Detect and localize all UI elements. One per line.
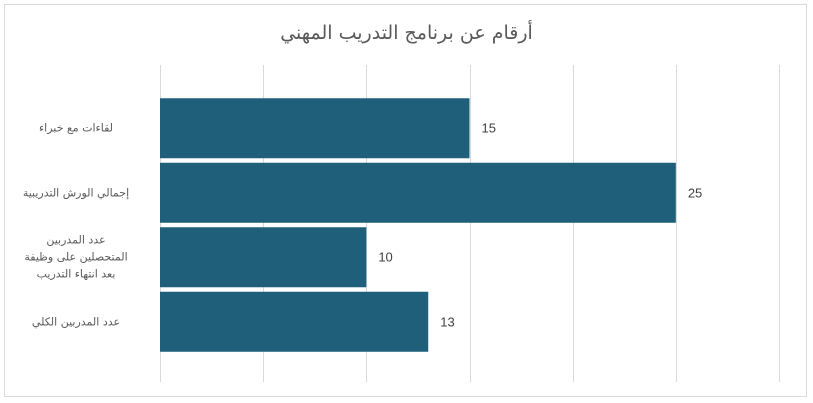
category-label-line: إجمالي الورش التدريبية bbox=[22, 186, 130, 200]
chart-title: أرقام عن برنامج التدريب المهني bbox=[280, 22, 533, 44]
category-label: عدد المدربين المتحصلين على وظيفة بعد انتها… bbox=[6, 232, 146, 283]
category-label-line: عدد المدربين الكلي bbox=[31, 315, 121, 329]
category-label: لقاءات مع خبراء bbox=[6, 120, 146, 137]
category-label-line: بعد انتهاء التدريب bbox=[36, 267, 116, 281]
data-label: 13 bbox=[440, 314, 455, 330]
category-label: عدد المدربين الكلي bbox=[6, 313, 146, 330]
data-label: 10 bbox=[378, 249, 393, 265]
bar bbox=[160, 162, 676, 223]
bar bbox=[160, 227, 367, 288]
data-label: 15 bbox=[481, 120, 496, 136]
category-label-line: المتحصلين على وظيفة bbox=[24, 250, 128, 264]
bar bbox=[160, 98, 470, 159]
data-label: 25 bbox=[687, 185, 703, 201]
category-label-line: عدد المدربين bbox=[46, 233, 106, 247]
category-label: إجمالي الورش التدريبية bbox=[6, 184, 146, 201]
bar bbox=[160, 291, 429, 352]
category-label-line: لقاءات مع خبراء bbox=[38, 121, 113, 135]
